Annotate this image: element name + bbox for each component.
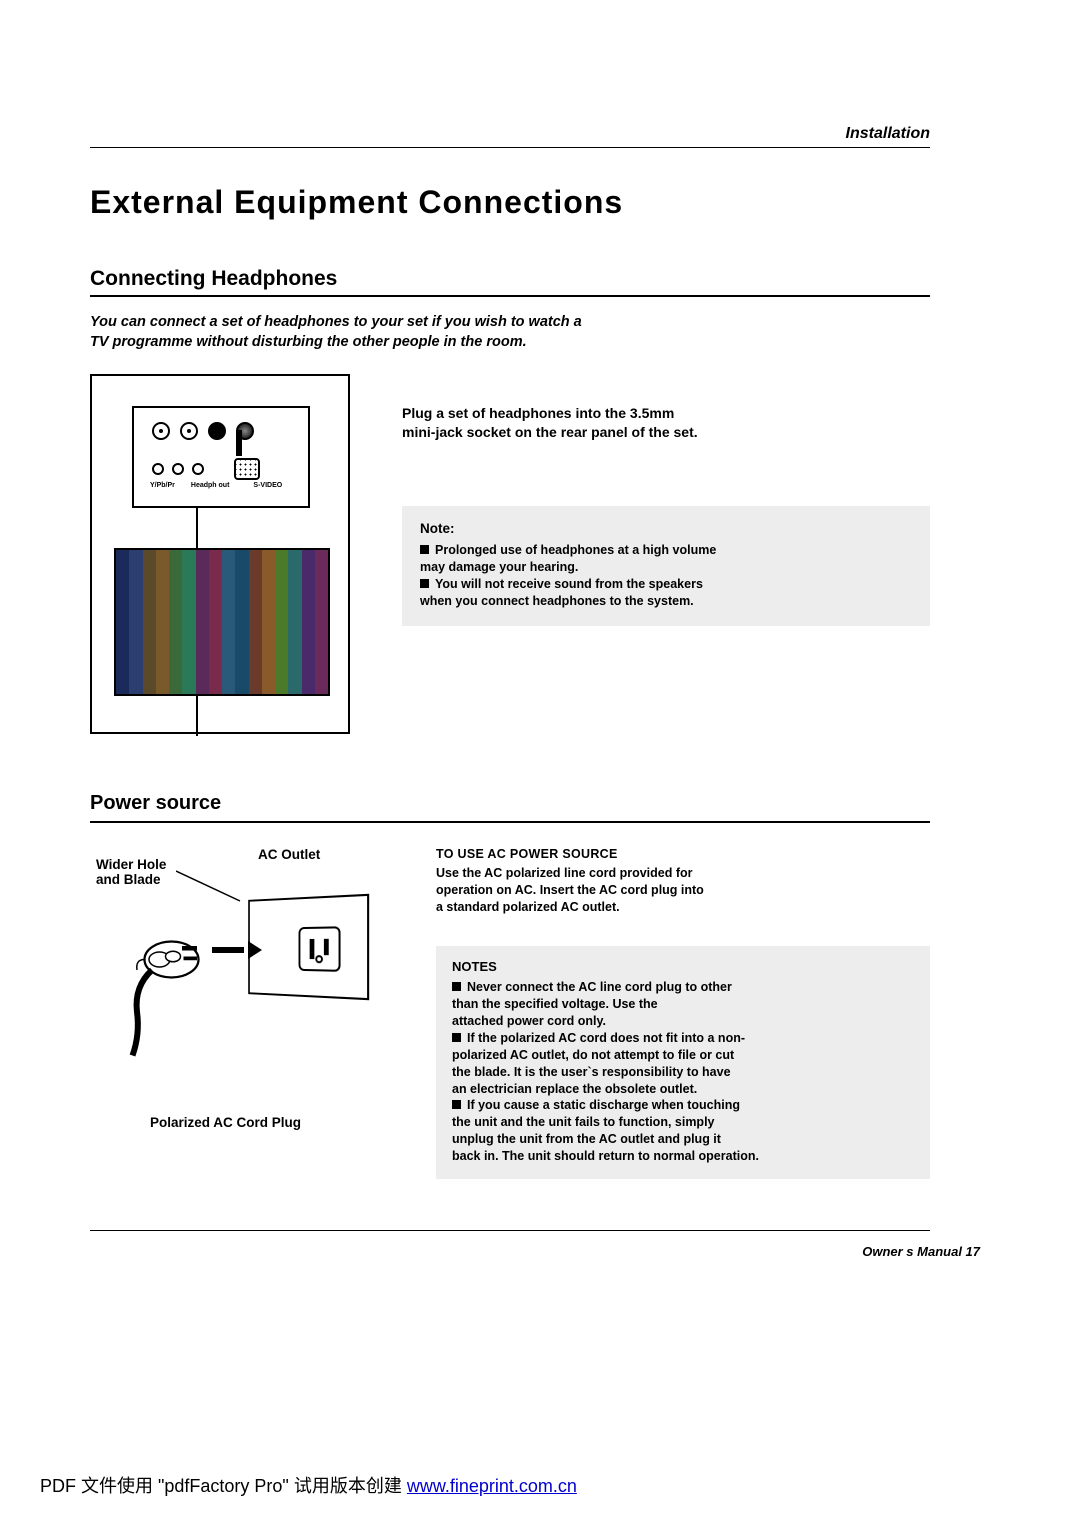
use-ac-title: TO USE AC POWER SOURCE bbox=[436, 847, 930, 861]
power-diagram: AC Outlet Wider Hole and Blade bbox=[90, 847, 390, 1177]
headphone-jack-icon bbox=[208, 422, 226, 440]
tv-rear-panel: Y/Pb/Pr Headph out S-VIDEO bbox=[132, 406, 310, 508]
outlet-icon bbox=[299, 926, 341, 972]
port-label: Y/Pb/Pr bbox=[150, 482, 175, 489]
port-icon bbox=[152, 463, 164, 475]
text-line: Use the AC polarized line cord provided … bbox=[436, 865, 930, 882]
pointer-line bbox=[176, 865, 246, 905]
notes-title: NOTES bbox=[452, 958, 914, 976]
note-item: If you cause a static discharge when tou… bbox=[452, 1097, 914, 1114]
text-line: attached power cord only. bbox=[452, 1013, 914, 1030]
text-line: unplug the unit from the AC outlet and p… bbox=[452, 1131, 914, 1148]
bullet-icon bbox=[452, 1100, 461, 1109]
text-line: back in. The unit should return to norma… bbox=[452, 1148, 914, 1165]
text-line: Prolonged use of headphones at a high vo… bbox=[435, 543, 716, 557]
text-line: If you cause a static discharge when tou… bbox=[467, 1098, 740, 1112]
text-line: an electrician replace the obsolete outl… bbox=[452, 1081, 914, 1098]
divider bbox=[90, 295, 930, 297]
plug-label: Polarized AC Cord Plug bbox=[150, 1115, 301, 1130]
headphone-plug-icon bbox=[236, 430, 242, 456]
intro-line: You can connect a set of headphones to y… bbox=[90, 313, 930, 333]
text-line: If the polarized AC cord does not fit in… bbox=[467, 1031, 745, 1045]
text-line: polarized AC outlet, do not attempt to f… bbox=[452, 1047, 914, 1064]
watermark-text: PDF 文件使用 "pdfFactory Pro" 试用版本创建 bbox=[40, 1476, 407, 1496]
bullet-icon bbox=[420, 579, 429, 588]
note-item: If the polarized AC cord does not fit in… bbox=[452, 1030, 914, 1047]
note-item: You will not receive sound from the spea… bbox=[420, 576, 912, 593]
use-ac-text: Use the AC polarized line cord provided … bbox=[436, 865, 930, 916]
note-title: Note: bbox=[420, 520, 912, 538]
headphone-instruction: Plug a set of headphones into the 3.5mm … bbox=[402, 404, 930, 442]
text-line: Plug a set of headphones into the 3.5mm bbox=[402, 404, 930, 423]
text-line: a standard polarized AC outlet. bbox=[436, 899, 930, 916]
text-line: when you connect headphones to the syste… bbox=[420, 593, 912, 610]
footer-rule bbox=[90, 1230, 930, 1231]
ac-plug-icon bbox=[124, 937, 210, 1057]
port-icon bbox=[172, 463, 184, 475]
text-line: and Blade bbox=[96, 872, 166, 887]
text-line: Wider Hole bbox=[96, 857, 166, 872]
svideo-port-icon bbox=[234, 458, 260, 480]
text-line: may damage your hearing. bbox=[420, 559, 912, 576]
text-line: You will not receive sound from the spea… bbox=[435, 577, 703, 591]
monitor-front bbox=[114, 548, 330, 696]
text-line: mini-jack socket on the rear panel of th… bbox=[402, 423, 930, 442]
text-line: the blade. It is the user`s responsibili… bbox=[452, 1064, 914, 1081]
text-line: the unit and the unit fails to function,… bbox=[452, 1114, 914, 1131]
headphone-diagram: Y/Pb/Pr Headph out S-VIDEO bbox=[90, 374, 350, 734]
port-labels: Y/Pb/Pr Headph out S-VIDEO bbox=[150, 482, 282, 489]
text-line: than the specified voltage. Use the bbox=[452, 996, 914, 1013]
watermark-link[interactable]: www.fineprint.com.cn bbox=[407, 1476, 577, 1496]
note-item: Prolonged use of headphones at a high vo… bbox=[420, 542, 912, 559]
text-line: Never connect the AC line cord plug to o… bbox=[467, 980, 732, 994]
note-item: Never connect the AC line cord plug to o… bbox=[452, 979, 914, 996]
headphones-heading: Connecting Headphones bbox=[90, 267, 930, 291]
intro-line: TV programme without disturbing the othe… bbox=[90, 333, 930, 353]
bullet-icon bbox=[452, 1033, 461, 1042]
power-notes-box: NOTES Never connect the AC line cord plu… bbox=[436, 946, 930, 1179]
port-label: Headph out bbox=[191, 482, 230, 489]
port-icon bbox=[152, 422, 170, 440]
footer-text: Owner s Manual 17 bbox=[862, 1244, 980, 1259]
ac-outlet-label: AC Outlet bbox=[258, 847, 320, 862]
arrow-icon bbox=[212, 943, 262, 957]
headphone-note-box: Note: Prolonged use of headphones at a h… bbox=[402, 506, 930, 626]
power-heading: Power source bbox=[90, 792, 930, 815]
bullet-icon bbox=[452, 982, 461, 991]
port-icon bbox=[180, 422, 198, 440]
headphones-intro: You can connect a set of headphones to y… bbox=[90, 313, 930, 352]
outlet-box bbox=[248, 894, 369, 1000]
header-section: Installation bbox=[846, 125, 930, 143]
header: Installation bbox=[90, 125, 930, 148]
text-line: operation on AC. Insert the AC cord plug… bbox=[436, 882, 930, 899]
port-label: S-VIDEO bbox=[253, 482, 282, 489]
wider-hole-label: Wider Hole and Blade bbox=[96, 857, 166, 887]
page-title: External Equipment Connections bbox=[90, 184, 930, 221]
port-icon bbox=[192, 463, 204, 475]
divider bbox=[90, 821, 930, 823]
bullet-icon bbox=[420, 545, 429, 554]
watermark: PDF 文件使用 "pdfFactory Pro" 试用版本创建 www.fin… bbox=[40, 1472, 577, 1498]
